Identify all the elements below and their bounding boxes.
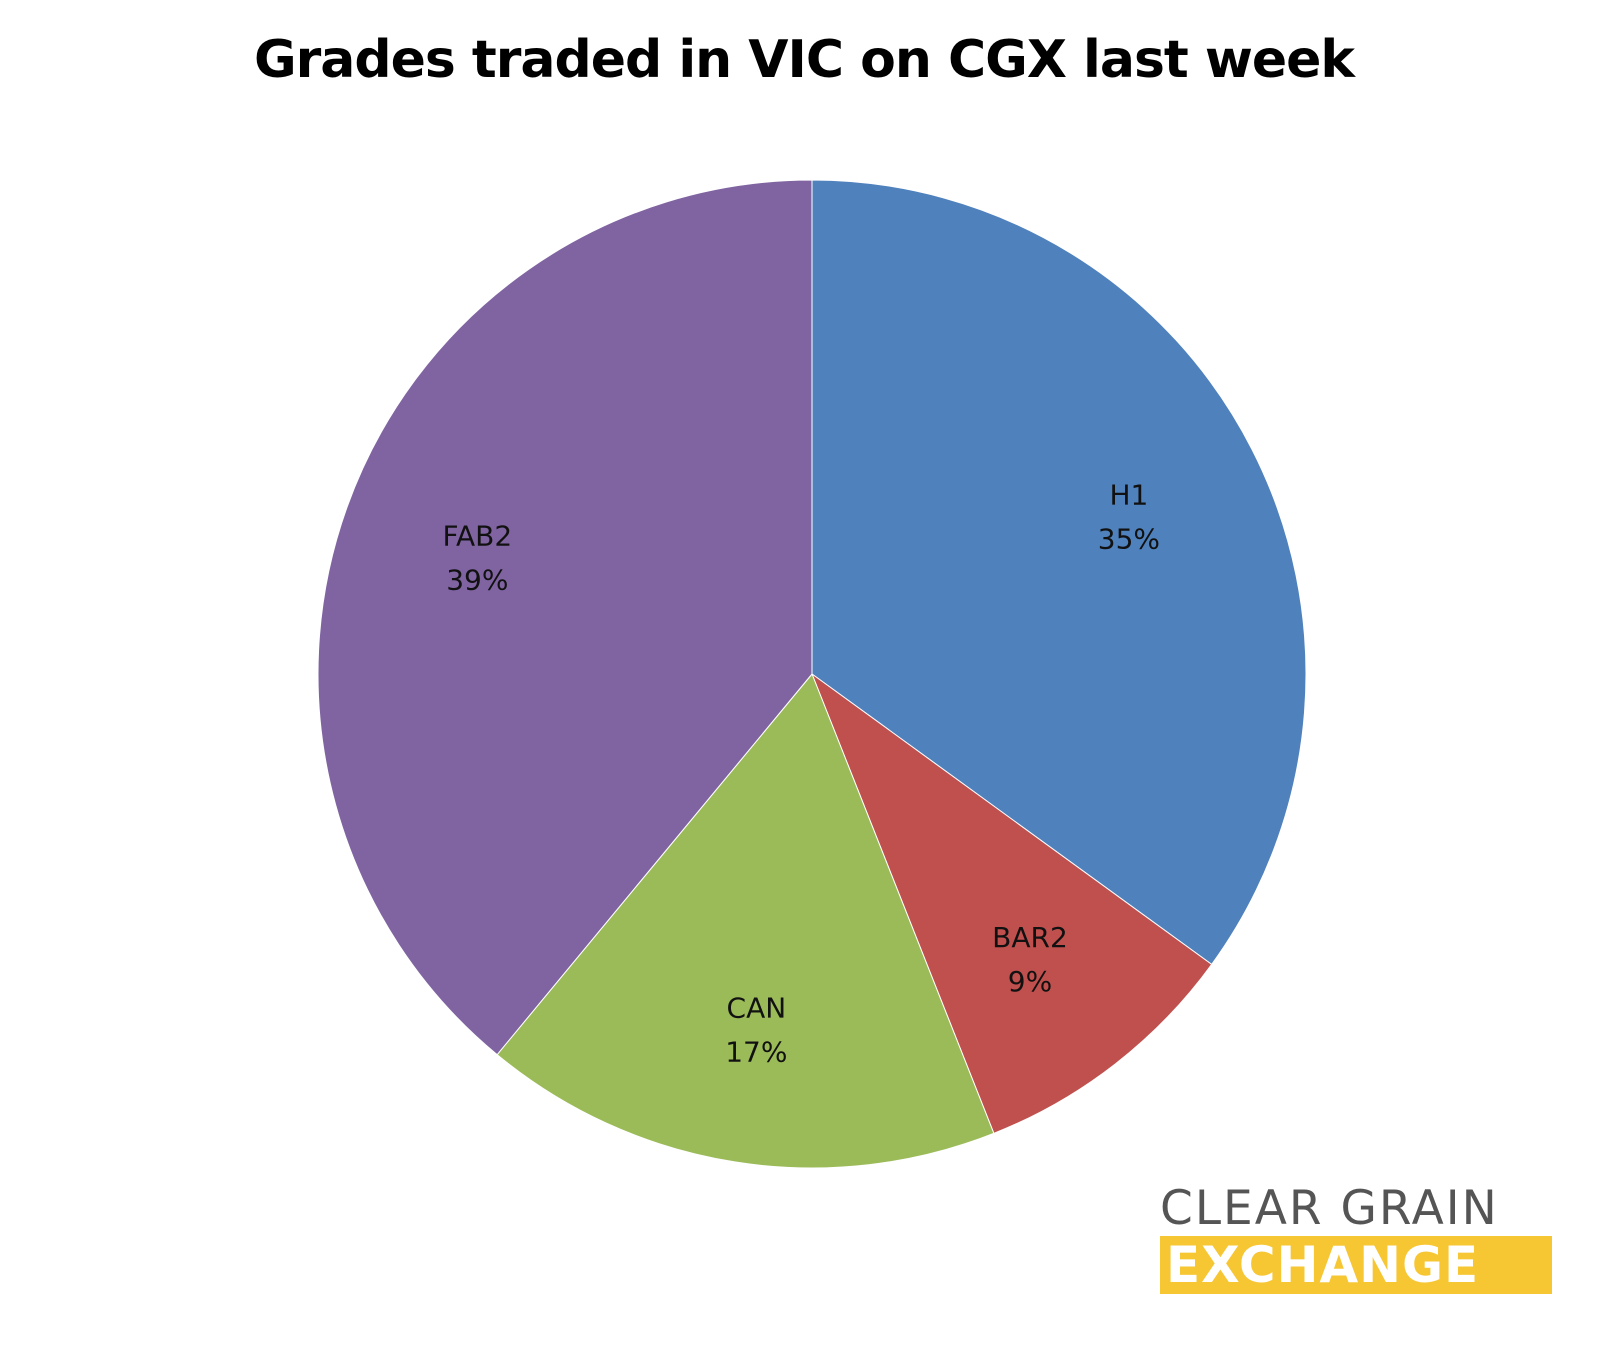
pie-slice-fab2 xyxy=(317,179,813,1056)
pie-slice-h1 xyxy=(811,179,1307,966)
pie-labels: H1 35% BAR2 9% CAN 17% FAB2 39% xyxy=(442,479,1160,1069)
logo-line1: CLEAR GRAIN xyxy=(1160,1181,1499,1236)
pie-slice-bar2 xyxy=(810,672,1213,1134)
logo-line2: EXCHANGE xyxy=(1160,1236,1552,1294)
slice-label-fab2: FAB2 xyxy=(442,520,512,553)
slice-label-h1: H1 xyxy=(1109,479,1148,512)
slice-percent-fab2: 39% xyxy=(446,564,508,597)
slice-percent-h1: 35% xyxy=(1098,523,1160,556)
pie-slice-can xyxy=(496,673,995,1169)
slice-label-can: CAN xyxy=(727,991,787,1024)
slice-label-bar2: BAR2 xyxy=(992,921,1068,954)
slice-percent-can: 17% xyxy=(725,1035,787,1068)
pie-slices xyxy=(317,179,1307,1169)
clear-grain-exchange-logo: CLEAR GRAIN EXCHANGE xyxy=(1160,1182,1552,1294)
chart-title: Grades traded in VIC on CGX last week xyxy=(253,30,1355,90)
slice-percent-bar2: 9% xyxy=(1008,965,1052,998)
